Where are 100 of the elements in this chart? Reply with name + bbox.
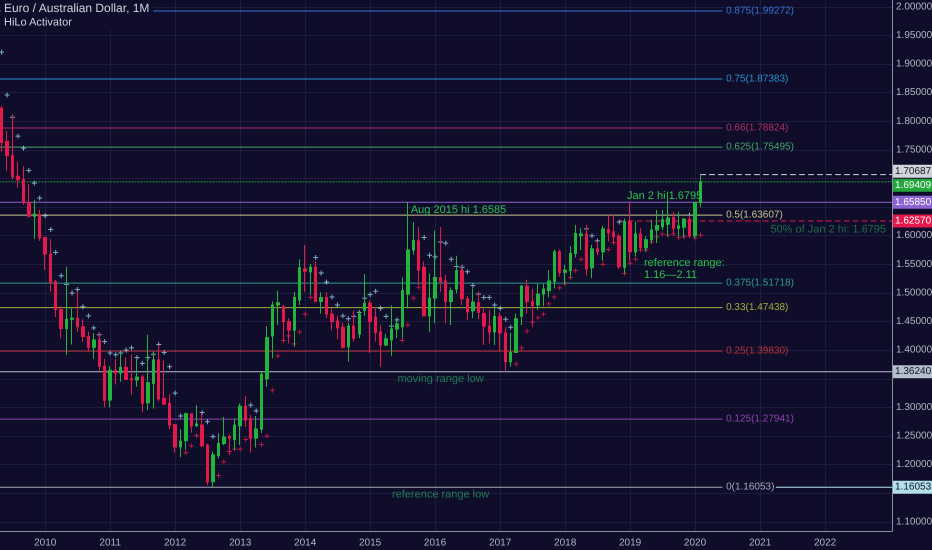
x-tick-label: 2016 [424,538,447,548]
x-tick-label: 2012 [164,538,187,548]
candlestick [298,258,301,306]
data-label: 1.62570 [895,216,932,227]
candlestick [16,160,20,188]
candlestick [650,219,653,244]
candlestick [70,308,74,345]
candlestick [65,266,68,356]
x-tick-label: 2017 [489,538,512,548]
candlestick [211,450,215,488]
candlestick [130,354,133,396]
x-tick-label: 2020 [684,538,707,548]
candlestick [276,290,280,326]
candlestick [634,220,637,257]
series-label: 0.375(1.51718) [726,278,794,289]
y-tick-label: 1.60000 [896,230,932,242]
candlestick [341,322,345,349]
y-tick-label: 1.40000 [896,344,932,356]
candlestick [374,306,377,342]
text: HiLo Activator [4,16,72,28]
data-label: 1.16053 [895,482,932,493]
candlestick [271,301,274,359]
candlestick [59,306,63,339]
x-tick-label: 2022 [814,538,837,548]
candlestick [43,236,47,271]
candlestick [108,366,112,408]
annotation: moving range low [397,373,484,386]
candlestick [33,199,36,240]
candlestick [498,312,502,352]
annotation: 50% of Jan 2 hi: 1.6795 [770,224,886,236]
candlestick [141,374,144,414]
candlestick [49,238,52,292]
candlestick [460,266,464,306]
candlestick [547,270,551,298]
candlestick [682,218,686,238]
candlestick [92,332,96,360]
candlestick [379,324,382,368]
data-label: 1.70687 [895,166,932,177]
candlestick [504,326,507,372]
candlestick [525,279,529,314]
candlestick [249,414,252,454]
candlestick [444,274,447,324]
x-tick-label: 2011 [99,538,122,548]
candlestick [114,358,117,386]
y-tick-label: 1.20000 [896,459,932,470]
candlestick [514,313,518,354]
candlestick [590,244,594,279]
x-tick-label: 2015 [358,538,382,548]
candlestick [639,228,642,251]
candlestick [336,315,339,340]
candlestick [390,305,393,356]
y-tick-label: 1.25000 [896,430,932,442]
y-tick-label: 1.85000 [896,87,932,98]
candlestick [206,442,209,486]
candlestick [601,226,605,262]
candlestick [558,248,561,277]
candlestick [103,358,106,408]
candlestick [5,130,9,172]
y-tick-label: 1.90000 [896,58,932,70]
annotation: reference range low [392,488,490,501]
series-label: 0.125(1.27941) [726,414,794,425]
candlestick [347,322,350,362]
candlestick [449,286,453,326]
data-label: 1.65850 [895,196,932,208]
x-tick-label: 2013 [229,538,252,548]
candlestick [466,296,469,320]
candlestick [384,334,388,347]
candlestick [574,224,577,258]
candlestick [693,201,697,239]
candlestick [455,255,458,294]
candlestick [22,165,25,206]
x-tick-label: 2021 [749,538,772,548]
candlestick [428,273,431,332]
series-label: 0.33(1.47438) [726,302,788,314]
candlestick [168,394,171,430]
candlestick [439,226,442,292]
series-label: 0.75(1.87383) [726,74,788,85]
x-tick-label: 2018 [554,538,577,548]
candlestick [303,244,307,292]
candlestick [542,283,545,307]
candlestick [195,404,198,428]
x-tick-label: 2010 [34,538,57,548]
candlestick [124,357,128,380]
candlestick [217,432,220,459]
series-label: 0.625(1.75495) [726,142,794,153]
series-label: 0.875(1.99272) [726,6,794,17]
candlestick [38,209,41,242]
series-label: 0.25(1.39830) [726,346,788,357]
candlestick [254,415,258,448]
candlestick [309,263,312,296]
candlestick [536,283,540,311]
candlestick [54,279,57,318]
candlestick [87,331,90,352]
candlestick [190,412,193,434]
candlestick [368,300,372,354]
candlestick [184,412,188,450]
candlestick [482,306,486,346]
candlestick [265,326,269,388]
candlestick [173,424,177,454]
y-tick-label: 1.45000 [896,316,932,328]
